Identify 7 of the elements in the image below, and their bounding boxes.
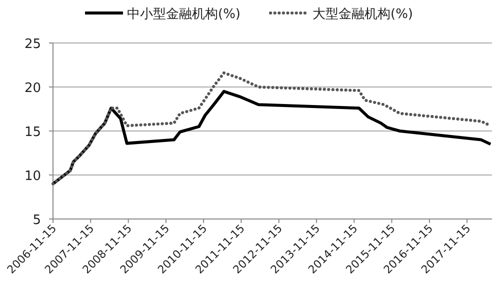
y-tick-label: 10 <box>24 169 41 184</box>
legend-label: 中小型金融机构(%) <box>127 7 240 22</box>
y-tick-label: 25 <box>24 37 41 52</box>
y-tick-label: 5 <box>32 213 41 228</box>
y-tick-label: 15 <box>24 125 41 140</box>
y-tick-label: 20 <box>24 81 41 96</box>
legend-label: 大型金融机构(%) <box>312 7 413 22</box>
